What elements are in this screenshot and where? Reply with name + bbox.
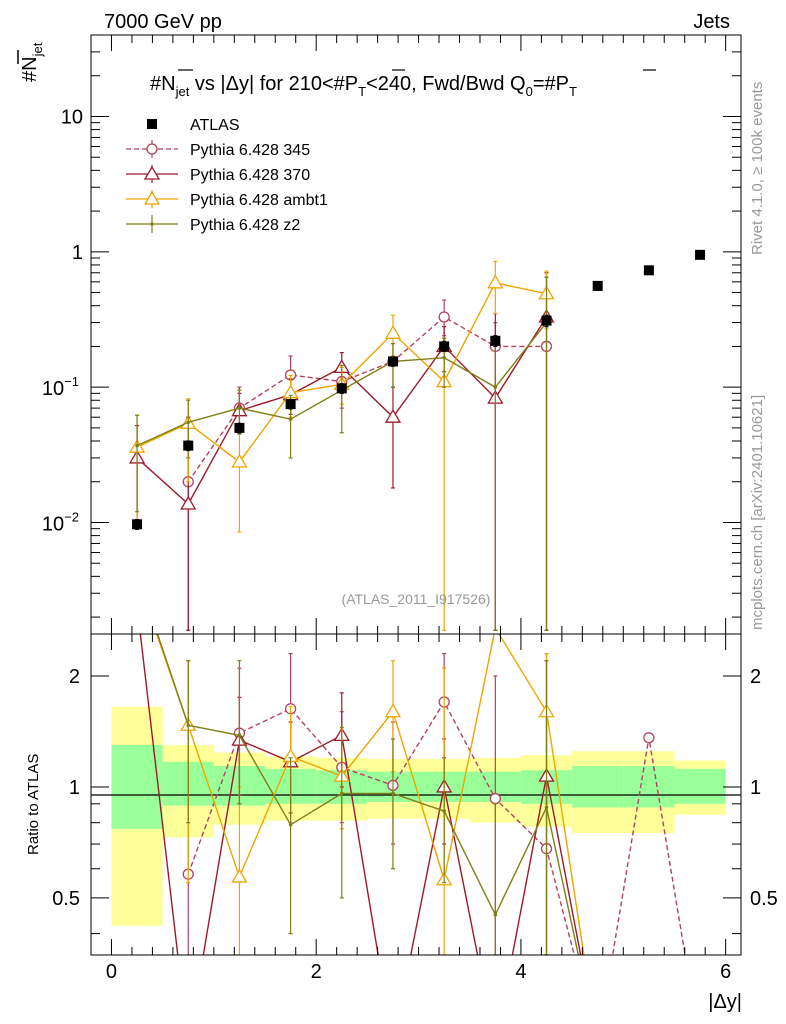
point-atlas [695, 249, 706, 260]
legend-label-p345: Pythia 6.428 345 [190, 142, 310, 159]
ratio-point-p345 [643, 732, 655, 744]
header-right: Jets [693, 11, 730, 33]
y-tick-label: 1 [72, 242, 83, 264]
band-inner [111, 744, 163, 829]
ratio-point-ambt1 [384, 703, 402, 718]
ratio-point-z2 [186, 723, 191, 728]
ratio-point-z2 [339, 791, 344, 796]
legend-marker-z2 [150, 222, 154, 226]
y-tick-label: 10 [61, 106, 83, 128]
ratio-line-ambt1 [155, 634, 585, 955]
ratio-y-tick-label-right: 0.5 [750, 888, 778, 910]
main-y-ticks: 10−2 10−1 1 10 [42, 34, 741, 634]
ratio-point-z2 [237, 733, 242, 738]
point-ambt1 [231, 453, 248, 468]
ratio-point-z2 [391, 791, 395, 796]
legend-label-p370: Pythia 6.428 370 [190, 167, 310, 184]
chart-title: #Njet vs |Δy| for 210<#PT<240, Fwd/Bwd Q… [150, 69, 656, 99]
x-tick-label: 0 [106, 961, 117, 983]
point-atlas [592, 280, 603, 291]
x-ticks: 0 2 4 6 [106, 634, 731, 983]
mcplots-label: mcplots.cern.ch [arXiv:2401.10621] [749, 395, 766, 630]
series-line-p345 [187, 316, 547, 483]
legend-marker-atlas [147, 119, 157, 129]
header-left: 7000 GeV pp [104, 11, 222, 33]
ratio-point-p345 [489, 792, 501, 805]
point-ambt1 [487, 274, 504, 289]
point-atlas [387, 356, 398, 367]
point-p345 [438, 311, 450, 323]
band-inner [572, 765, 624, 808]
band-inner [623, 765, 675, 808]
legend-label-z2: Pythia 6.428 z2 [190, 217, 300, 234]
point-atlas [643, 265, 654, 276]
ratio-bands [111, 706, 726, 926]
y-tick-label: 10−2 [42, 509, 79, 535]
ratio-frame [90, 633, 742, 956]
legend: ATLAS Pythia 6.428 345 Pythia 6.428 370 Pyt… [126, 117, 328, 234]
x-tick-label: 6 [720, 961, 731, 983]
legend-marker-ambt1 [143, 190, 161, 205]
point-z2 [186, 420, 191, 425]
band-inner [674, 768, 726, 804]
x-axis-label: |Δy| [708, 991, 742, 1013]
series-z2 [135, 276, 549, 631]
ratio-point-z2 [544, 805, 549, 810]
ratio-y-ticks: 0.5 0.5 1 1 2 2 [52, 666, 778, 935]
ratio-y-tick-label: 2 [69, 666, 80, 688]
point-z2 [135, 443, 139, 448]
ratio-series-p345 [182, 653, 686, 955]
series-ambt1 [128, 260, 555, 631]
ratio-y-tick-label-right: 2 [750, 666, 761, 688]
x-tick-label: 4 [515, 961, 526, 983]
rivet-label: Rivet 4.1.0, ≥ 100k events [749, 82, 766, 255]
point-p370 [384, 408, 402, 423]
ratio-panel: 0.5 0.5 1 1 2 2 0 2 4 6 Ratio to ATLAS |Δy| [25, 633, 778, 1013]
ratio-y-tick-label-right: 1 [750, 777, 761, 799]
ratio-line-z2 [156, 634, 580, 955]
svg-text:#Njet: #Njet [19, 42, 45, 82]
ratio-point-z2 [442, 809, 446, 813]
legend-label-atlas: ATLAS [190, 117, 240, 134]
ratio-y-tick-label: 0.5 [52, 888, 80, 910]
series-p345 [182, 276, 553, 631]
ratio-series [139, 634, 686, 955]
point-atlas [132, 519, 143, 530]
series-p370 [128, 272, 555, 631]
ratio-point-z2 [493, 912, 498, 917]
point-z2 [442, 355, 446, 360]
y-tick-label: 10−1 [42, 374, 79, 400]
point-atlas [336, 383, 347, 394]
point-atlas [541, 315, 552, 326]
legend-marker-p370 [143, 165, 161, 180]
legend-label-ambt1: Pythia 6.428 ambt1 [190, 192, 328, 209]
point-z2 [237, 406, 242, 410]
ratio-ylabel: Ratio to ATLAS [25, 754, 42, 855]
main-series [128, 249, 706, 631]
svg-text:#Njet vs |Δy| for 210<#PT<240: #Njet vs |Δy| for 210<#PT<240, Fwd/Bwd Q… [150, 73, 577, 99]
ratio-y-tick-label: 1 [69, 777, 80, 799]
series-atlas [132, 249, 706, 530]
point-atlas [490, 335, 501, 346]
x-tick-label: 2 [311, 961, 322, 983]
main-ylabel: #Njet [17, 42, 45, 82]
legend-marker-p345 [146, 143, 158, 155]
point-ambt1 [384, 325, 402, 339]
point-z2 [493, 385, 498, 389]
point-atlas [183, 440, 194, 451]
ratio-line-p370 [139, 634, 582, 955]
point-atlas [285, 399, 296, 410]
ratio-series-z2 [156, 634, 580, 955]
point-p370 [180, 495, 197, 510]
watermark: (ATLAS_2011_I917526) [342, 591, 491, 607]
point-atlas [234, 422, 245, 433]
main-panel: 10−2 10−1 1 10 (ATLAS_2011_I917526) [42, 34, 742, 635]
ratio-point-z2 [288, 822, 293, 827]
ratio-series-clipped [139, 634, 686, 955]
ratio-point-ambt1 [231, 868, 248, 883]
point-atlas [439, 341, 450, 352]
point-z2 [288, 417, 293, 421]
